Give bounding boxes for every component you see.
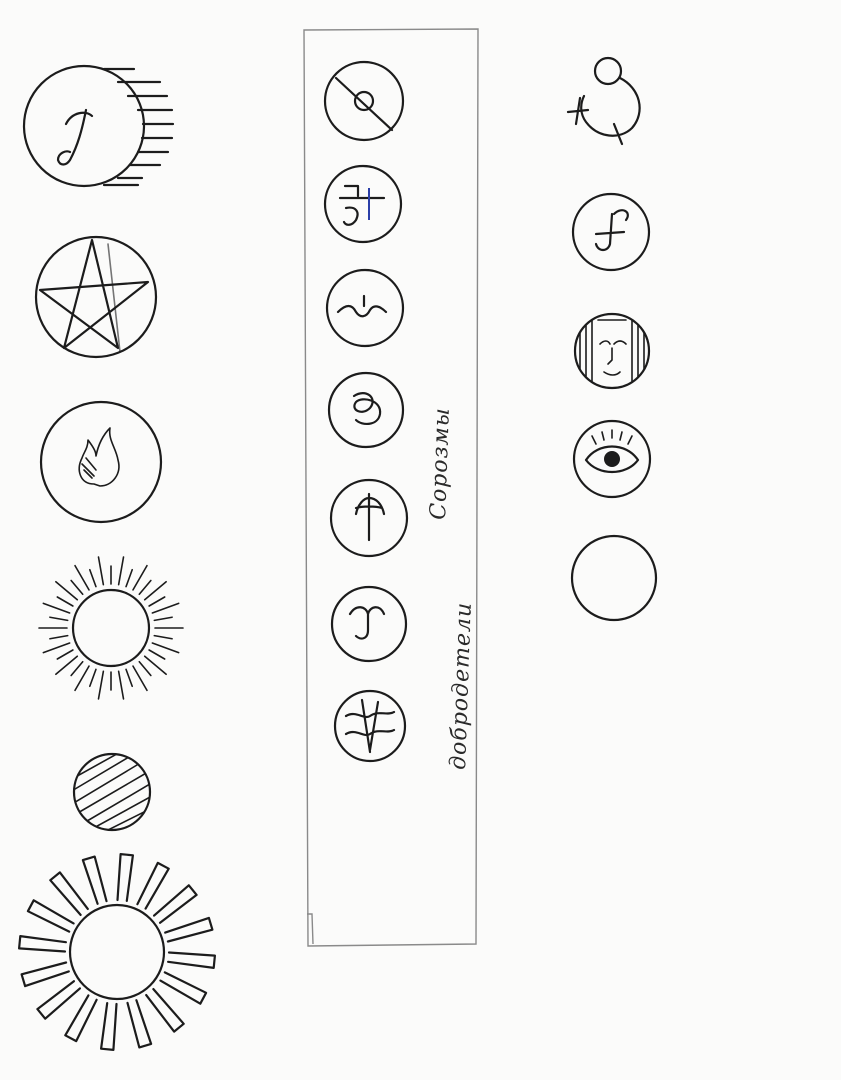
crossed-waves-glyph-icon	[333, 689, 407, 763]
sun-ray	[125, 668, 134, 688]
block-ray	[49, 871, 89, 916]
eye-icon	[572, 419, 652, 499]
sun-ray	[148, 596, 166, 607]
sun-ray	[143, 580, 167, 601]
sun-ray	[70, 579, 84, 596]
sun-ray	[55, 655, 79, 676]
sun-ray	[138, 660, 152, 677]
sun-ray	[143, 655, 167, 676]
block-ray	[36, 980, 81, 1020]
block-ray	[164, 916, 214, 943]
sun-ray	[138, 579, 152, 596]
sun-ray	[74, 665, 90, 692]
face-icon	[573, 312, 651, 390]
block-ray	[167, 951, 216, 969]
letter-f-icon	[571, 192, 651, 272]
label-column-right: Сорозмы	[426, 407, 455, 520]
block-ray	[18, 935, 67, 953]
sun-ray	[97, 670, 105, 700]
block-ray	[126, 999, 153, 1049]
orbit-circle-icon	[566, 56, 641, 146]
block-ray	[81, 855, 108, 905]
block-ray	[153, 884, 198, 924]
block-ray	[136, 861, 170, 910]
block-ray-sun-icon	[18, 853, 216, 1051]
symbols-frame	[303, 28, 479, 947]
hatched-moon-icon	[72, 752, 152, 832]
sun-ray	[74, 564, 90, 591]
sun-ray	[42, 642, 71, 654]
curl-glyph-icon	[330, 585, 408, 663]
crossed-circle-icon	[323, 60, 405, 142]
sun-ray	[151, 642, 180, 654]
sun-ray	[125, 568, 134, 588]
sun-ray	[151, 602, 180, 614]
block-ray	[145, 988, 185, 1033]
sun-ray	[132, 665, 148, 692]
empty-circle-icon	[570, 534, 658, 622]
block-ray	[159, 971, 208, 1005]
radiant-sun-icon	[38, 556, 184, 700]
pentagram-icon	[34, 235, 158, 359]
sun-ray	[70, 660, 84, 677]
sun-ray	[132, 564, 148, 591]
sun-ray	[117, 670, 125, 700]
block-ray	[100, 1002, 118, 1051]
label-column-left: добродетели	[446, 601, 477, 770]
sun-ray	[42, 602, 71, 614]
sun-ray	[49, 616, 69, 622]
flame-icon	[39, 400, 163, 524]
letter-j-sun-icon	[22, 64, 175, 188]
sun-ray	[117, 556, 125, 586]
sun-ray	[49, 634, 69, 640]
sun-ray	[88, 668, 97, 688]
sun-ray	[148, 649, 166, 660]
three-bar-glyph-icon	[323, 164, 403, 244]
column-left-text: добродетели	[446, 601, 477, 770]
sun-ray	[56, 596, 74, 607]
block-ray	[116, 853, 134, 902]
sun-ray	[153, 634, 173, 640]
sun-ray	[88, 568, 97, 588]
sun-ray	[56, 649, 74, 660]
block-ray	[20, 961, 70, 988]
loop-glyph-icon	[327, 371, 405, 449]
block-ray	[26, 899, 75, 933]
column-right-text: Сорозмы	[426, 407, 455, 520]
sun-ray	[55, 580, 79, 601]
block-ray	[64, 994, 98, 1043]
trident-glyph-icon	[329, 478, 409, 558]
sun-ray	[97, 556, 105, 586]
wave-glyph-icon	[325, 268, 405, 348]
sun-ray	[153, 616, 173, 622]
